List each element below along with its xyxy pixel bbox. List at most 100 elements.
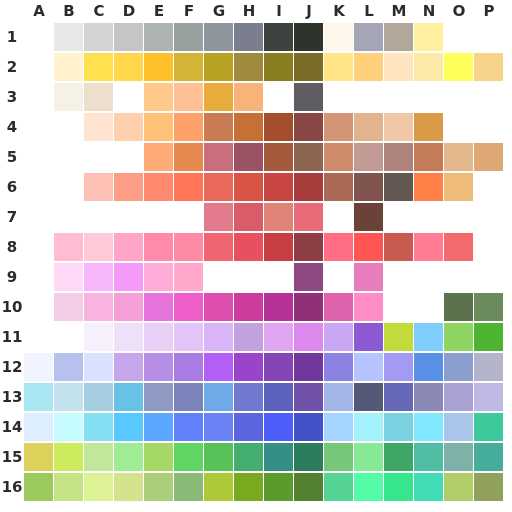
color-swatch-j15[interactable] (294, 443, 323, 471)
color-swatch-o14[interactable] (444, 413, 473, 441)
color-swatch-d16[interactable] (114, 473, 143, 501)
color-swatch-f13[interactable] (174, 383, 203, 411)
color-swatch-h12[interactable] (234, 353, 263, 381)
color-swatch-l7[interactable] (354, 203, 383, 231)
color-swatch-h5[interactable] (234, 143, 263, 171)
color-swatch-k1[interactable] (324, 23, 353, 51)
color-swatch-j10[interactable] (294, 293, 323, 321)
color-swatch-n4[interactable] (414, 113, 443, 141)
color-swatch-p12[interactable] (474, 353, 503, 381)
color-swatch-g7[interactable] (204, 203, 233, 231)
color-swatch-j1[interactable] (294, 23, 323, 51)
color-swatch-m11[interactable] (384, 323, 413, 351)
color-swatch-c9[interactable] (84, 263, 113, 291)
color-swatch-d6[interactable] (114, 173, 143, 201)
color-swatch-e10[interactable] (144, 293, 173, 321)
color-swatch-h2[interactable] (234, 53, 263, 81)
color-swatch-l6[interactable] (354, 173, 383, 201)
color-swatch-n8[interactable] (414, 233, 443, 261)
color-swatch-g4[interactable] (204, 113, 233, 141)
color-swatch-g10[interactable] (204, 293, 233, 321)
color-swatch-f5[interactable] (174, 143, 203, 171)
color-swatch-i2[interactable] (264, 53, 293, 81)
color-swatch-n6[interactable] (414, 173, 443, 201)
color-swatch-g3[interactable] (204, 83, 233, 111)
color-swatch-p16[interactable] (474, 473, 503, 501)
color-swatch-f3[interactable] (174, 83, 203, 111)
color-swatch-l11[interactable] (354, 323, 383, 351)
color-swatch-i1[interactable] (264, 23, 293, 51)
color-swatch-c15[interactable] (84, 443, 113, 471)
color-swatch-o13[interactable] (444, 383, 473, 411)
color-swatch-f1[interactable] (174, 23, 203, 51)
color-swatch-j4[interactable] (294, 113, 323, 141)
color-swatch-l2[interactable] (354, 53, 383, 81)
color-swatch-d9[interactable] (114, 263, 143, 291)
color-swatch-c8[interactable] (84, 233, 113, 261)
color-swatch-k14[interactable] (324, 413, 353, 441)
color-swatch-m1[interactable] (384, 23, 413, 51)
color-swatch-j8[interactable] (294, 233, 323, 261)
color-swatch-g6[interactable] (204, 173, 233, 201)
color-swatch-p11[interactable] (474, 323, 503, 351)
color-swatch-f8[interactable] (174, 233, 203, 261)
color-swatch-l5[interactable] (354, 143, 383, 171)
color-swatch-g13[interactable] (204, 383, 233, 411)
color-swatch-m2[interactable] (384, 53, 413, 81)
color-swatch-l10[interactable] (354, 293, 383, 321)
color-swatch-d1[interactable] (114, 23, 143, 51)
color-swatch-d14[interactable] (114, 413, 143, 441)
color-swatch-f15[interactable] (174, 443, 203, 471)
color-swatch-h11[interactable] (234, 323, 263, 351)
color-swatch-o6[interactable] (444, 173, 473, 201)
color-swatch-d15[interactable] (114, 443, 143, 471)
color-swatch-g2[interactable] (204, 53, 233, 81)
color-swatch-i6[interactable] (264, 173, 293, 201)
color-swatch-e16[interactable] (144, 473, 173, 501)
color-swatch-j3[interactable] (294, 83, 323, 111)
color-swatch-m4[interactable] (384, 113, 413, 141)
color-swatch-o8[interactable] (444, 233, 473, 261)
color-swatch-c11[interactable] (84, 323, 113, 351)
color-swatch-a16[interactable] (24, 473, 53, 501)
color-swatch-i12[interactable] (264, 353, 293, 381)
color-swatch-d4[interactable] (114, 113, 143, 141)
color-swatch-l9[interactable] (354, 263, 383, 291)
color-swatch-n2[interactable] (414, 53, 443, 81)
color-swatch-c13[interactable] (84, 383, 113, 411)
color-swatch-h7[interactable] (234, 203, 263, 231)
color-swatch-h3[interactable] (234, 83, 263, 111)
color-swatch-k8[interactable] (324, 233, 353, 261)
color-swatch-n12[interactable] (414, 353, 443, 381)
color-swatch-e11[interactable] (144, 323, 173, 351)
color-swatch-i13[interactable] (264, 383, 293, 411)
color-swatch-f11[interactable] (174, 323, 203, 351)
color-swatch-d12[interactable] (114, 353, 143, 381)
color-swatch-n1[interactable] (414, 23, 443, 51)
color-swatch-n14[interactable] (414, 413, 443, 441)
color-swatch-e9[interactable] (144, 263, 173, 291)
color-swatch-k6[interactable] (324, 173, 353, 201)
color-swatch-c1[interactable] (84, 23, 113, 51)
color-swatch-b1[interactable] (54, 23, 83, 51)
color-swatch-i8[interactable] (264, 233, 293, 261)
color-swatch-i16[interactable] (264, 473, 293, 501)
color-swatch-j12[interactable] (294, 353, 323, 381)
color-swatch-e8[interactable] (144, 233, 173, 261)
color-swatch-a15[interactable] (24, 443, 53, 471)
color-swatch-f14[interactable] (174, 413, 203, 441)
color-swatch-j7[interactable] (294, 203, 323, 231)
color-swatch-h10[interactable] (234, 293, 263, 321)
color-swatch-m15[interactable] (384, 443, 413, 471)
color-swatch-m12[interactable] (384, 353, 413, 381)
color-swatch-c3[interactable] (84, 83, 113, 111)
color-swatch-k16[interactable] (324, 473, 353, 501)
color-swatch-p15[interactable] (474, 443, 503, 471)
color-swatch-h6[interactable] (234, 173, 263, 201)
color-swatch-e6[interactable] (144, 173, 173, 201)
color-swatch-b9[interactable] (54, 263, 83, 291)
color-swatch-e5[interactable] (144, 143, 173, 171)
color-swatch-n11[interactable] (414, 323, 443, 351)
color-swatch-o15[interactable] (444, 443, 473, 471)
color-swatch-i14[interactable] (264, 413, 293, 441)
